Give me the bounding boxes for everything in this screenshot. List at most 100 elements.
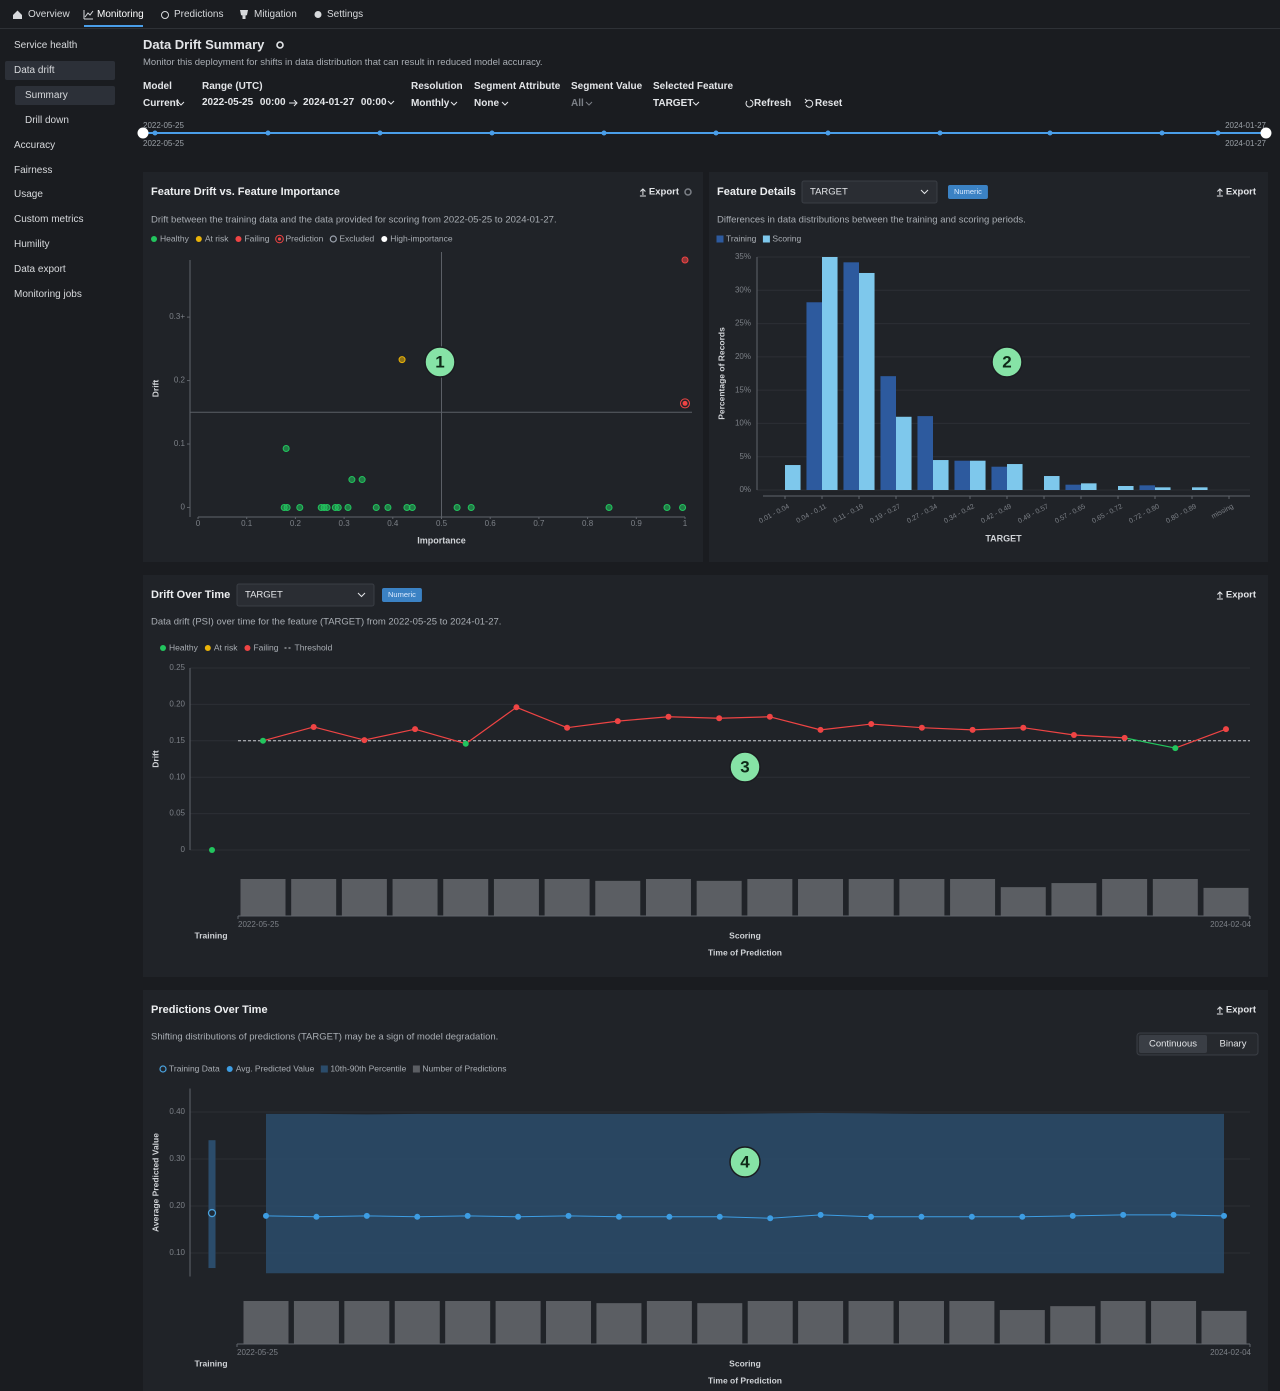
bar[interactable] bbox=[991, 466, 1007, 490]
sidebar-item[interactable]: Humility bbox=[14, 239, 50, 250]
drift-point[interactable] bbox=[716, 715, 723, 722]
training-drift-point[interactable] bbox=[209, 847, 215, 853]
drift-point[interactable] bbox=[361, 737, 368, 744]
bar[interactable] bbox=[1139, 485, 1155, 490]
data-point[interactable] bbox=[283, 503, 291, 511]
bar[interactable] bbox=[843, 262, 859, 490]
bar[interactable] bbox=[970, 460, 986, 490]
sidebar-item[interactable]: Data export bbox=[14, 264, 66, 275]
bar[interactable] bbox=[822, 257, 838, 490]
bar[interactable] bbox=[880, 376, 896, 490]
title-gear-icon[interactable] bbox=[276, 41, 284, 49]
feature-selector[interactable] bbox=[801, 180, 938, 204]
refresh-button[interactable]: Refresh bbox=[754, 98, 792, 109]
data-point[interactable] bbox=[453, 503, 461, 511]
filter-value[interactable]: 2022-05-25 00:00 bbox=[202, 97, 286, 108]
avg-predicted-point[interactable] bbox=[666, 1213, 673, 1220]
bar[interactable] bbox=[1044, 476, 1060, 490]
drift-point[interactable] bbox=[614, 718, 621, 725]
sidebar-item[interactable]: Custom metrics bbox=[14, 214, 84, 225]
settings-icon[interactable] bbox=[684, 188, 692, 196]
avg-predicted-point[interactable] bbox=[414, 1213, 421, 1220]
avg-predicted-point[interactable] bbox=[615, 1213, 622, 1220]
nav-tab[interactable]: Settings bbox=[327, 9, 364, 20]
bar[interactable] bbox=[1007, 464, 1023, 490]
avg-predicted-point[interactable] bbox=[868, 1213, 875, 1220]
view-toggle-option[interactable]: Binary bbox=[1220, 1039, 1247, 1050]
avg-predicted-point[interactable] bbox=[363, 1212, 370, 1219]
sidebar-item[interactable]: Fairness bbox=[14, 165, 53, 176]
drift-point[interactable] bbox=[513, 704, 520, 711]
export-button[interactable]: Export bbox=[1226, 187, 1257, 198]
filter-value[interactable]: 2024-01-27 00:00 bbox=[303, 97, 387, 108]
bar[interactable] bbox=[1155, 487, 1171, 490]
bar[interactable] bbox=[806, 302, 822, 490]
sidebar-item[interactable]: Usage bbox=[14, 189, 43, 200]
avg-predicted-point[interactable] bbox=[1170, 1211, 1177, 1218]
drift-point[interactable] bbox=[665, 713, 672, 720]
bar[interactable] bbox=[954, 460, 970, 490]
view-toggle-option[interactable]: Continuous bbox=[1149, 1039, 1197, 1050]
drift-point[interactable] bbox=[868, 721, 875, 728]
bar[interactable] bbox=[917, 416, 933, 490]
bar[interactable] bbox=[1118, 486, 1134, 490]
data-point[interactable] bbox=[344, 503, 352, 511]
bar[interactable] bbox=[933, 460, 949, 490]
filter-value[interactable]: None bbox=[474, 98, 499, 109]
drift-point[interactable] bbox=[462, 740, 469, 747]
data-point[interactable] bbox=[348, 476, 356, 484]
drift-point[interactable] bbox=[918, 724, 925, 731]
data-point[interactable] bbox=[679, 503, 687, 511]
export-button[interactable]: Export bbox=[649, 187, 680, 198]
avg-predicted-point[interactable] bbox=[515, 1213, 522, 1220]
sidebar-item[interactable]: Summary bbox=[25, 90, 68, 101]
drift-point[interactable] bbox=[1070, 731, 1077, 738]
bar[interactable] bbox=[1081, 483, 1097, 490]
filter-value[interactable]: TARGET bbox=[653, 98, 694, 109]
filter-value[interactable]: Monthly bbox=[411, 98, 450, 109]
avg-predicted-point[interactable] bbox=[1069, 1212, 1076, 1219]
filter-value[interactable]: All bbox=[571, 98, 584, 109]
sidebar-item[interactable]: Data drift bbox=[14, 65, 55, 76]
avg-predicted-point[interactable] bbox=[918, 1213, 925, 1220]
export-button[interactable]: Export bbox=[1226, 590, 1257, 601]
export-button[interactable]: Export bbox=[1226, 1005, 1257, 1016]
nav-tab[interactable]: Monitoring bbox=[97, 9, 144, 20]
data-point[interactable] bbox=[663, 503, 671, 511]
data-point[interactable] bbox=[605, 503, 613, 511]
bar[interactable] bbox=[859, 272, 875, 490]
avg-predicted-point[interactable] bbox=[313, 1213, 320, 1220]
data-point[interactable] bbox=[334, 503, 342, 511]
drift-point[interactable] bbox=[1121, 734, 1128, 741]
sidebar-item[interactable]: Monitoring jobs bbox=[14, 289, 82, 300]
data-point[interactable] bbox=[681, 256, 689, 264]
data-point[interactable] bbox=[323, 503, 331, 511]
avg-predicted-point[interactable] bbox=[1120, 1211, 1127, 1218]
drift-point[interactable] bbox=[412, 726, 419, 733]
drift-point[interactable] bbox=[1223, 726, 1229, 733]
data-point[interactable] bbox=[408, 503, 416, 511]
drift-point[interactable] bbox=[564, 724, 571, 731]
bar[interactable] bbox=[896, 416, 912, 490]
data-point[interactable] bbox=[680, 398, 690, 409]
drift-point[interactable] bbox=[969, 726, 976, 733]
data-point-core[interactable] bbox=[682, 400, 688, 406]
data-point[interactable] bbox=[296, 503, 304, 511]
feature-selector[interactable] bbox=[236, 583, 375, 607]
data-point[interactable] bbox=[398, 356, 406, 364]
data-point[interactable] bbox=[282, 444, 290, 452]
avg-predicted-point[interactable] bbox=[1019, 1213, 1026, 1220]
filter-value[interactable]: Current bbox=[143, 98, 180, 109]
drift-point[interactable] bbox=[310, 723, 317, 730]
timeline-handle[interactable] bbox=[1260, 127, 1272, 139]
avg-predicted-point[interactable] bbox=[716, 1213, 723, 1220]
bar[interactable] bbox=[785, 465, 801, 490]
drift-point[interactable] bbox=[1172, 745, 1179, 752]
reset-button[interactable]: Reset bbox=[815, 98, 843, 109]
sidebar-item[interactable]: Accuracy bbox=[14, 140, 56, 151]
avg-predicted-point[interactable] bbox=[767, 1215, 774, 1222]
sidebar-item[interactable]: Drill down bbox=[25, 115, 69, 126]
drift-point[interactable] bbox=[1020, 724, 1027, 731]
data-point[interactable] bbox=[358, 476, 366, 484]
data-point[interactable] bbox=[384, 503, 392, 511]
